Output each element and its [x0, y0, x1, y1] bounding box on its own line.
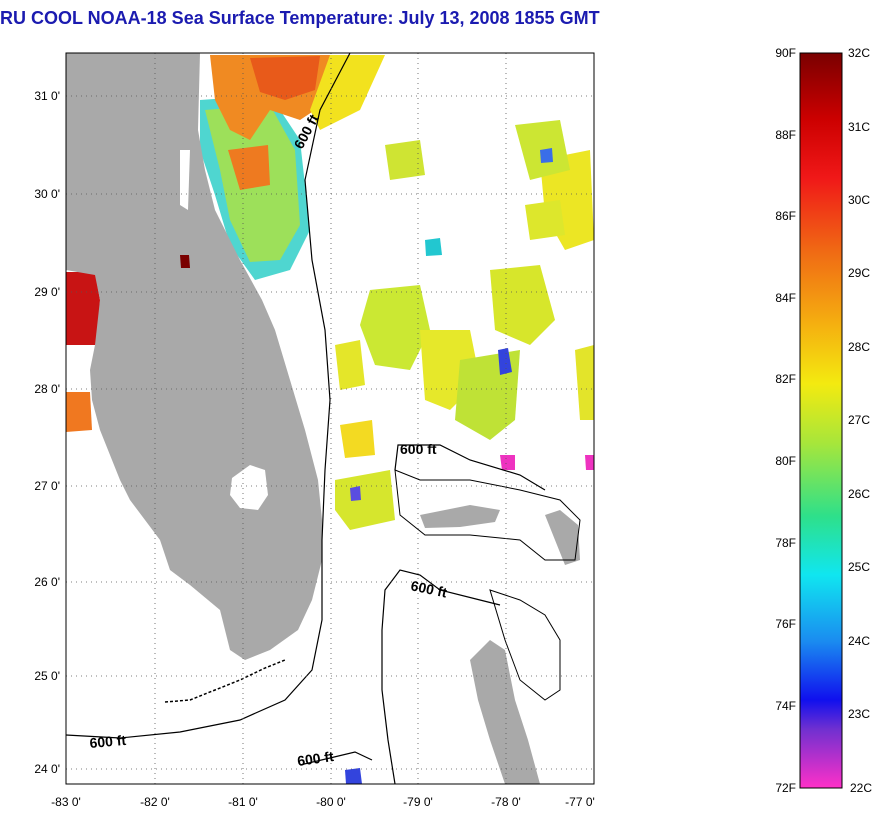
sst-cool-speck-5 — [350, 486, 361, 501]
colorbar-gradient — [799, 52, 843, 789]
colorbar-f-label: 72F — [775, 781, 796, 795]
lake-okeechobee — [230, 465, 268, 510]
colorbar-f-label: 76F — [775, 617, 796, 631]
isobath-600ft-bahamas — [394, 444, 546, 491]
sst-offshore-1 — [360, 285, 430, 370]
lon-tick-label: -83 0' — [51, 795, 81, 809]
colorbar-f-label: 78F — [775, 536, 796, 550]
map-title: RU COOL NOAA-18 Sea Surface Temperature:… — [0, 8, 600, 28]
colorbar-f-label: 86F — [775, 209, 796, 223]
colorbar-c-label: 24C — [848, 634, 870, 648]
lat-tick-label: 27 0' — [34, 479, 60, 493]
colorbar-c-label: 26C — [848, 487, 870, 501]
colorbar-f-label: 90F — [775, 46, 796, 60]
lon-tick-label: -78 0' — [491, 795, 521, 809]
colorbar-c-label: 29C — [848, 266, 870, 280]
colorbar-c-label: 31C — [848, 120, 870, 134]
lat-tick-label: 26 0' — [34, 575, 60, 589]
colorbar-c-label: 22C — [850, 781, 872, 795]
sst-cool-speck-1 — [498, 348, 512, 375]
sst-offshore-10 — [575, 345, 594, 420]
colorbar-c-label: 28C — [848, 340, 870, 354]
colorbar-c-label: 32C — [848, 46, 870, 60]
colorbar-f-label: 80F — [775, 454, 796, 468]
sst-warm-north-core — [250, 56, 320, 100]
lat-tick-label: 25 0' — [34, 669, 60, 683]
lat-tick-label: 31 0' — [34, 89, 60, 103]
contour-label-bahamas: 600 ft — [400, 441, 437, 457]
colorbar-c-label: 27C — [848, 413, 870, 427]
colorbar-c-label: 23C — [848, 707, 870, 721]
lat-tick-label: 30 0' — [34, 187, 60, 201]
colorbar-c-label: 25C — [848, 560, 870, 574]
lon-tick-label: -81 0' — [228, 795, 258, 809]
andros-island — [470, 640, 540, 784]
isobath-600ft-florida — [66, 53, 351, 739]
sst-gulf-orange — [66, 392, 92, 432]
lon-tick-label: -79 0' — [403, 795, 433, 809]
sst-yellow-north — [310, 55, 385, 130]
colorbar-f-label: 82F — [775, 372, 796, 386]
sst-cool-speck-6 — [585, 455, 594, 470]
inland-lake-red — [180, 255, 190, 268]
sst-data-layer — [66, 55, 594, 784]
great-bahama-bank-outline — [489, 589, 561, 701]
grand-bahama — [420, 505, 500, 528]
abaco-island — [545, 510, 580, 565]
contour-label-cay: 600 ft — [296, 748, 335, 769]
sst-offshore-4 — [490, 265, 555, 345]
colorbar-c-label: 30C — [848, 193, 870, 207]
lat-tick-label: 29 0' — [34, 285, 60, 299]
contour-label-south-bank: 600 ft — [409, 577, 448, 600]
sst-cool-speck-7 — [345, 768, 362, 784]
sst-offshore-9 — [335, 340, 365, 390]
sst-offshore-11 — [385, 140, 425, 180]
colorbar-f-label: 88F — [775, 128, 796, 142]
lat-tick-label: 24 0' — [34, 762, 60, 776]
lat-tick-label: 28 0' — [34, 382, 60, 396]
inland-lake-north — [180, 150, 190, 210]
plot-frame — [65, 52, 595, 785]
sst-gulf-hot — [66, 272, 100, 345]
contour-label-southwest: 600 ft — [89, 732, 127, 751]
sst-cool-speck-2 — [500, 455, 515, 470]
gridlines — [66, 53, 594, 784]
colorbar-f-label: 84F — [775, 291, 796, 305]
sst-warm-patch-b — [228, 145, 270, 190]
lon-tick-label: -82 0' — [140, 795, 170, 809]
sst-offshore-8 — [335, 470, 395, 530]
sst-offshore-7 — [340, 420, 375, 458]
sst-cool-speck-3 — [540, 148, 553, 163]
isobath-600ft-cay — [299, 751, 373, 766]
sst-cool-speck-4 — [425, 238, 442, 256]
florida-keys — [164, 659, 286, 703]
sst-offshore-12 — [525, 200, 565, 240]
lon-tick-label: -77 0' — [565, 795, 595, 809]
colorbar-f-label: 74F — [775, 699, 796, 713]
lon-tick-label: -80 0' — [316, 795, 346, 809]
little-bahama-bank-outline — [394, 469, 581, 561]
isobath-600ft-south — [381, 569, 501, 784]
